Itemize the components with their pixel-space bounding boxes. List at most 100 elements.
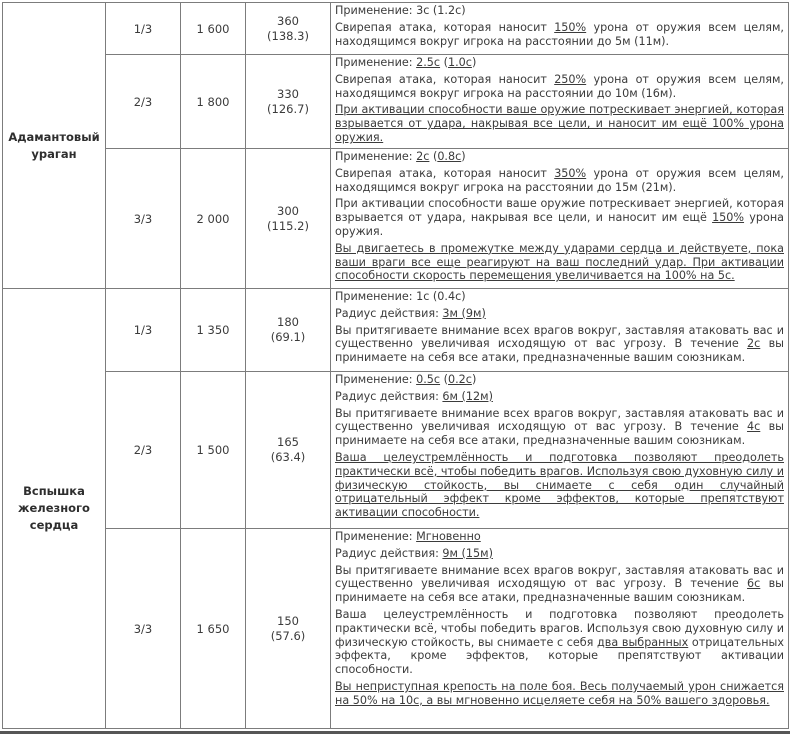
description-paragraph: Радиус действия: 9м (15м) <box>335 547 784 561</box>
description-paragraph: Свирепая атака, которая наносит 250% уро… <box>335 73 784 101</box>
description-cell: Применение: Мгновенно Радиус действия: 9м… <box>330 528 789 729</box>
table-row: 3/3 2 000 300 (115.2) Применение: 2с (0.8с) С… <box>3 148 789 289</box>
rank-cell: 1/3 <box>105 2 181 55</box>
table-row: 2/3 1 800 330 (126.7) Применение: 2.5с (1.0с… <box>3 54 789 149</box>
description-text: вы принимаете на себя все атаки, предназ… <box>335 420 784 448</box>
damage-alt-value: (126.7) <box>267 101 309 116</box>
damage-alt-value: (115.2) <box>267 218 309 233</box>
description-text: Применение: 3с (1.2с) <box>335 4 466 17</box>
underlined-text: 4с <box>747 420 761 434</box>
damage-alt-value: (57.6) <box>270 628 306 643</box>
underlined-text: Вы неприступная крепость на поле боя. Ве… <box>335 679 784 707</box>
underlined-text: 3м (9м) <box>442 306 486 320</box>
underlined-text: 6с <box>747 577 761 591</box>
description-paragraph: При активации способности ваше оружие по… <box>335 197 784 238</box>
description-text: Вы притягиваете внимание всех врагов вок… <box>335 323 784 351</box>
description-paragraph: Применение: 2с (0.8с) <box>335 150 784 164</box>
description-paragraph: Радиус действия: 6м (12м) <box>335 390 784 404</box>
damage-value: 180 <box>277 315 299 329</box>
description-text: урона от оружия всем целям, находящимся … <box>335 166 784 194</box>
table-row: 2/3 1 500 165 (63.4) Применение: 0.5с (0.2с)… <box>3 371 789 529</box>
description-text: ( <box>440 373 448 386</box>
rank-cell: 3/3 <box>105 528 181 729</box>
underlined-text: 350% <box>554 166 587 180</box>
description-text: ( <box>440 56 448 69</box>
description-paragraph: Применение: 0.5с (0.2с) <box>335 373 784 387</box>
cost-cell: 1 650 <box>180 528 246 729</box>
underlined-text: 2.5с <box>416 56 441 69</box>
damage-value: 330 <box>277 86 299 101</box>
damage-cell: 330 (126.7) <box>245 54 331 149</box>
description-text: Радиус действия: <box>335 389 443 403</box>
description-paragraph: Вы притягиваете внимание всех врагов вок… <box>335 407 784 448</box>
description-text: Свирепая атака, которая наносит <box>335 166 555 180</box>
description-text: Применение: 1с (0.4с) <box>335 290 466 303</box>
underlined-text: Ваша целеустремлённость и подготовка поз… <box>335 450 784 520</box>
description-text: Радиус действия: <box>335 546 443 560</box>
description-cell: Применение: 2с (0.8с) Свирепая атака, кот… <box>330 148 789 289</box>
underlined-text: 0.5с <box>416 373 441 386</box>
description-text: урона оружия. <box>335 211 784 238</box>
rank-cell: 2/3 <box>105 371 181 529</box>
ability-name-cell: Вспышка железного сердца <box>2 288 106 729</box>
underlined-text: 6м (12м) <box>442 389 493 403</box>
description-text: При активации способности ваше оружие по… <box>335 197 784 225</box>
underlined-text: 0.8с <box>437 150 462 163</box>
description-text: ( <box>429 150 438 163</box>
description-text: урона от оружия всем целям, находящимся … <box>335 20 784 48</box>
description-paragraph: Ваша целеустремлённость и подготовка поз… <box>335 608 784 677</box>
description-text: Ваша целеустремлённость и подготовка поз… <box>335 607 784 649</box>
description-paragraph: Вы притягиваете внимание всех врагов вок… <box>335 324 784 365</box>
description-text: Вы притягиваете внимание всех врагов вок… <box>335 406 784 434</box>
underlined-text: 150% <box>712 211 745 225</box>
rank-cell: 3/3 <box>105 148 181 289</box>
description-text: ) <box>461 150 466 163</box>
description-text: Свирепая атака, которая наносит <box>335 72 555 86</box>
description-cell: Применение: 3с (1.2с) Свирепая атака, кот… <box>330 2 789 55</box>
damage-alt-value: (138.3) <box>267 28 309 43</box>
description-text: урона от оружия всем целям, находящимся … <box>335 72 784 100</box>
table-row: 3/3 1 650 150 (57.6) Применение: Мгновенно Ра… <box>3 528 789 729</box>
description-paragraph: Применение: 2.5с (1.0с) <box>335 56 784 70</box>
damage-cell: 300 (115.2) <box>245 148 331 289</box>
rank-cell: 2/3 <box>105 54 181 149</box>
cost-cell: 2 000 <box>180 148 246 289</box>
underlined-text: 2с <box>416 150 430 163</box>
underlined-text: 150% <box>554 20 587 34</box>
damage-cell: 150 (57.6) <box>245 528 331 729</box>
description-text: вы принимаете на себя все атаки, предназ… <box>335 577 784 605</box>
underlined-text: 0.2с <box>447 373 472 386</box>
underlined-text: 2с <box>747 337 761 351</box>
description-cell: Применение: 0.5с (0.2с) Радиус действия: … <box>330 371 789 529</box>
damage-alt-value: (63.4) <box>270 450 306 464</box>
table-row: Вспышка железного сердца 1/3 1 350 180 (69.1… <box>2 288 789 729</box>
underlined-text: При активации способности ваше оружие по… <box>335 103 784 144</box>
description-text: Применение: <box>335 150 417 163</box>
cost-cell: 1 600 <box>180 2 246 55</box>
damage-cell: 165 (63.4) <box>245 371 331 529</box>
abilities-table: Адамантовый ураган 1/3 1 600 360 (138.3) Прим… <box>2 2 789 729</box>
underlined-text: 1.0с <box>447 56 472 69</box>
description-text: вы принимаете на себя все атаки, предназ… <box>335 337 784 365</box>
cost-cell: 1 350 <box>180 288 246 372</box>
underlined-text: 9м (15м) <box>442 546 493 560</box>
description-text: ) <box>471 373 477 386</box>
underlined-text: Вы двигаетесь в промежутке между ударами… <box>335 241 784 283</box>
description-paragraph: Вы двигаетесь в промежутке между ударами… <box>335 242 784 283</box>
underlined-text: Мгновенно <box>416 530 481 543</box>
damage-value: 165 <box>277 435 299 449</box>
table-row: Адамантовый ураган 1/3 1 600 360 (138.3) Прим… <box>2 2 789 289</box>
description-text: Применение: <box>335 373 417 386</box>
description-text: Применение: <box>335 530 417 543</box>
damage-value: 360 <box>277 13 299 28</box>
description-text: Свирепая атака, которая наносит <box>335 20 555 34</box>
description-text: Применение: <box>335 56 417 69</box>
description-paragraph: Ваша целеустремлённость и подготовка поз… <box>335 451 784 520</box>
damage-cell: 180 (69.1) <box>245 288 331 372</box>
cost-cell: 1 500 <box>180 371 246 529</box>
damage-cell: 360 (138.3) <box>245 2 331 55</box>
description-paragraph: Свирепая атака, которая наносит 150% уро… <box>335 21 784 49</box>
damage-alt-value: (69.1) <box>270 330 306 344</box>
description-paragraph: Применение: 1с (0.4с) <box>335 290 784 304</box>
